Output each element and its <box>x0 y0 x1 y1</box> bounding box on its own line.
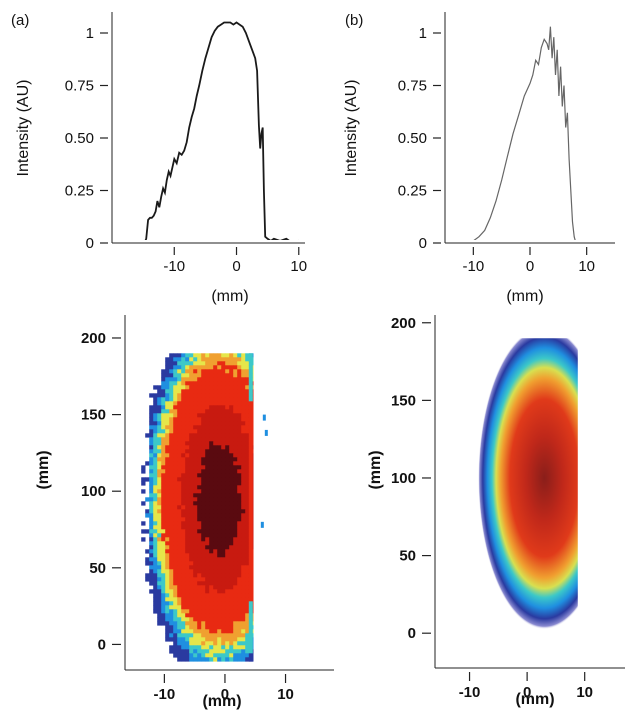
x-tick-label: -10 <box>154 686 176 703</box>
y-tick-label: 50 <box>399 548 416 565</box>
x-axis-label-d: (mm) <box>515 691 554 708</box>
heatmap-b: (mm) (mm) 0 50 100 150 200 -10 0 10 <box>367 315 625 708</box>
y-tick-label: 0.25 <box>398 183 427 200</box>
y-axis-label-b: Intensity (AU) <box>343 80 360 177</box>
x-axis-label-a: (mm) <box>211 288 248 305</box>
y-tick-label: 0.50 <box>398 130 427 147</box>
x-tick-label: 10 <box>576 684 593 701</box>
panel-label-a: (a) <box>11 12 29 29</box>
y-axis-label-a: Intensity (AU) <box>15 80 32 177</box>
heatmap-cells-a <box>141 353 268 662</box>
y-tick-label: 150 <box>391 392 416 409</box>
x-tick-label: -10 <box>163 258 185 275</box>
y-tick-label: 0.50 <box>65 130 94 147</box>
x-tick-label: 10 <box>277 686 294 703</box>
y-tick-label: 150 <box>81 407 106 424</box>
intensity-line-a <box>144 21 300 240</box>
x-tick-label: -10 <box>459 684 481 701</box>
y-tick-label: 200 <box>391 315 416 332</box>
y-tick-label: 0 <box>86 235 94 252</box>
panel-label-b: (b) <box>345 12 363 29</box>
x-tick-label: 10 <box>290 258 307 275</box>
y-tick-label: 50 <box>89 560 106 577</box>
y-tick-label: 1 <box>86 25 94 42</box>
y-tick-label: 1 <box>419 25 427 42</box>
y-tick-label: 200 <box>81 330 106 347</box>
x-tick-label: 10 <box>578 258 595 275</box>
x-tick-label: 0 <box>526 258 534 275</box>
y-tick-label: 0 <box>98 636 106 653</box>
y-tick-label: 100 <box>81 483 106 500</box>
y-tick-label: 0 <box>408 625 416 642</box>
y-tick-label: 0.75 <box>398 78 427 95</box>
x-tick-label: -10 <box>462 258 484 275</box>
y-tick-label: 0.75 <box>65 78 94 95</box>
intensity-line-b <box>473 26 576 240</box>
y-axis-label-d: (mm) <box>367 450 384 489</box>
intensity-plot-a: Intensity (AU) 0 0.25 0.50 0.75 1 -10 0 10 (mm… <box>15 12 307 305</box>
x-axis-label-b: (mm) <box>506 288 543 305</box>
intensity-plot-b: Intensity (AU) 0 0.25 0.50 0.75 1 -10 0 10 (mm… <box>343 12 615 305</box>
y-axis-label-c: (mm) <box>35 450 52 489</box>
heatmap-a: (mm) (mm) 0 50 100 150 200 -10 0 10 <box>35 315 334 710</box>
x-axis-label-c: (mm) <box>202 693 241 710</box>
y-tick-label: 0.25 <box>65 183 94 200</box>
x-tick-label: 0 <box>232 258 240 275</box>
y-tick-label: 0 <box>419 235 427 252</box>
x-tick-label: 0 <box>221 686 229 703</box>
heatmap-field-b <box>478 338 578 630</box>
x-tick-label: 0 <box>523 684 531 701</box>
y-tick-label: 100 <box>391 470 416 487</box>
